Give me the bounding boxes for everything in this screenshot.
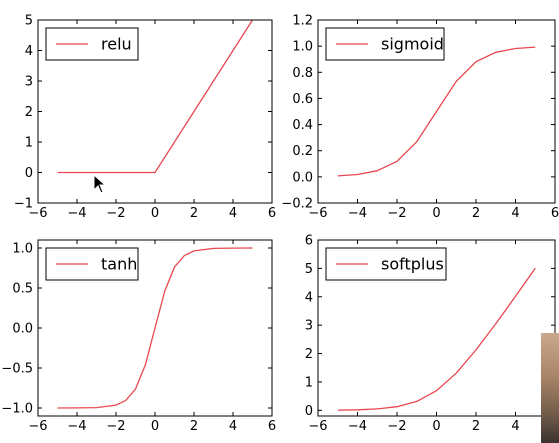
legend: sigmoid <box>325 27 445 61</box>
chart-panel-0: −6 −4 −2 0 2 4 6 −1 0 1 2 3 4 5 relu <box>14 14 276 222</box>
y-tick-label: 5 <box>25 14 33 29</box>
axes-frame <box>37 239 273 417</box>
x-tick-label: 0 <box>432 419 440 434</box>
y-tick-label: 0.0 <box>292 170 313 185</box>
axes-frame <box>317 19 556 204</box>
y-tick-label: 1 <box>305 375 313 390</box>
x-tick-label: −4 <box>67 206 86 221</box>
y-tick-label: 2 <box>305 347 313 362</box>
y-tick-label: 1.0 <box>292 40 313 55</box>
y-tick-label: 0.8 <box>292 66 313 81</box>
y-tick-label: 0.6 <box>292 92 313 107</box>
x-tick-label: 6 <box>268 206 276 221</box>
y-tick-label: 1 <box>25 136 33 151</box>
legend: relu <box>45 27 139 61</box>
x-tick-label: −6 <box>308 206 327 221</box>
axes-frame <box>317 239 556 417</box>
x-tick-label: 4 <box>229 419 237 434</box>
chart-panel-3: −6−4−202460123456softplus <box>305 234 559 435</box>
x-tick-label: −6 <box>308 419 327 434</box>
x-tick-label: −2 <box>387 419 406 434</box>
x-tick-label: −6 <box>28 419 47 434</box>
x-tick-label: 0 <box>151 419 159 434</box>
y-tick-label: 6 <box>305 234 313 249</box>
y-tick-label: 3 <box>305 319 313 334</box>
webcam-overlay <box>541 333 559 443</box>
y-tick-label: 2 <box>25 105 33 120</box>
x-tick-label: 2 <box>472 206 480 221</box>
y-tick-label: −1 <box>14 197 33 212</box>
x-tick-label: −2 <box>106 206 125 221</box>
y-tick-label: 4 <box>305 290 313 305</box>
x-tick-label: 2 <box>472 419 480 434</box>
legend-label: relu <box>101 35 132 54</box>
y-tick-label: 0.4 <box>292 118 313 133</box>
x-tick-label: −2 <box>387 206 406 221</box>
y-tick-label: 4 <box>25 44 33 59</box>
x-tick-label: 0 <box>432 206 440 221</box>
x-tick-label: 4 <box>511 206 519 221</box>
mouse-cursor-icon <box>93 174 107 194</box>
y-tick-label: 0 <box>305 404 313 419</box>
x-tick-label: −4 <box>348 206 367 221</box>
legend-label: sigmoid <box>381 35 444 54</box>
legend: tanh <box>45 247 139 281</box>
y-tick-label: 0.0 <box>12 322 33 337</box>
y-tick-label: 1.2 <box>292 14 313 29</box>
x-tick-label: 4 <box>511 419 519 434</box>
x-tick-label: 2 <box>190 206 198 221</box>
x-tick-label: −4 <box>67 419 86 434</box>
x-tick-label: 0 <box>151 206 159 221</box>
x-tick-label: −6 <box>28 206 47 221</box>
legend-label: softplus <box>381 255 444 274</box>
axes-frame <box>37 19 273 204</box>
x-tick-label: 6 <box>268 419 276 434</box>
x-tick-label: −2 <box>106 419 125 434</box>
x-tick-label: −4 <box>348 419 367 434</box>
series-line-softplus <box>337 267 536 411</box>
chart-panel-1: −6 −4 −2 0 2 4 6 −0.2 0.0 0.2 0.4 0.6 0.8 1.0 1.2 sigmo… <box>281 14 559 222</box>
chart-panel-2: −6 −4 −2 0 2 4 6 −1.0 −0.5 0.0 0.5 1.0 tanh <box>1 239 276 434</box>
y-tick-label: 0 <box>25 166 33 181</box>
y-tick-label: 5 <box>305 262 313 277</box>
y-tick-label: −0.5 <box>1 362 33 377</box>
y-tick-label: 0.2 <box>292 144 313 159</box>
y-tick-label: 3 <box>25 75 33 90</box>
y-tick-label: −0.2 <box>281 197 313 212</box>
y-tick-label: −1.0 <box>1 402 33 417</box>
series-line-tanh <box>57 247 253 409</box>
y-tick-label: 0.5 <box>12 282 33 297</box>
legend: softplus <box>325 247 447 281</box>
x-tick-label: 6 <box>551 206 559 221</box>
series-line-relu <box>57 19 254 174</box>
legend-label: tanh <box>101 255 137 274</box>
x-tick-label: 4 <box>229 206 237 221</box>
series-line-sigmoid <box>337 46 536 177</box>
y-tick-label: 1.0 <box>12 242 33 257</box>
x-tick-label: 2 <box>190 419 198 434</box>
